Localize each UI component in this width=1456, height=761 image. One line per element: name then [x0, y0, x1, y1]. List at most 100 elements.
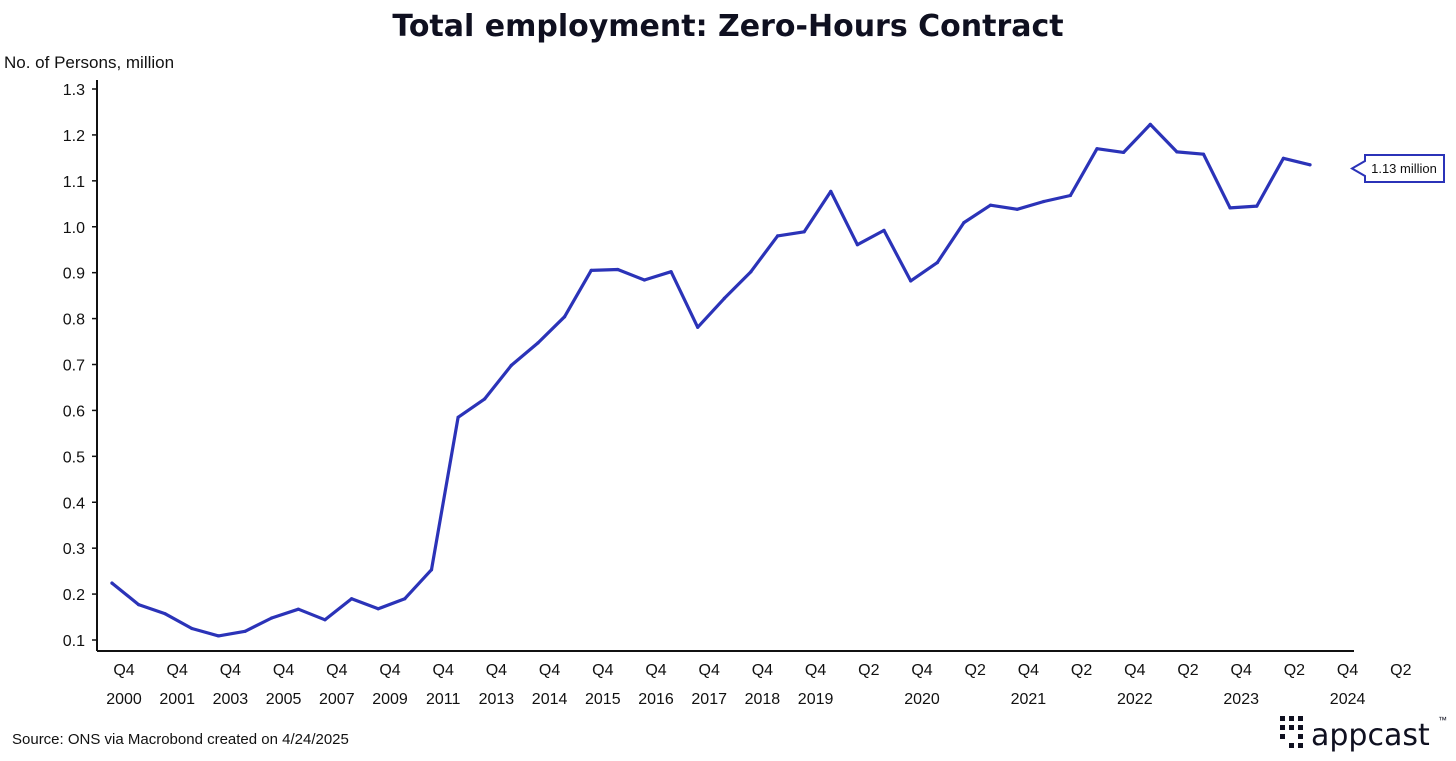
y-axis-ticks: 1.3 1.2 1.1 1.0 0.9 0.8 0.7 0.6 0.5 0.4 0.3 0.2 0.1 — [63, 82, 97, 650]
data-point — [456, 415, 460, 419]
x-tick-quarter: Q4 — [539, 662, 560, 679]
data-point — [536, 341, 540, 345]
data-points — [110, 122, 1312, 638]
data-point — [909, 279, 913, 283]
x-tick-quarter: Q4 — [592, 662, 613, 679]
x-tick-quarter: Q4 — [1124, 662, 1145, 679]
callout-label: 1.13 million — [1371, 161, 1437, 176]
y-tick-label: 0.6 — [63, 403, 85, 420]
data-point — [243, 629, 247, 633]
data-point — [1095, 147, 1099, 151]
x-tick-year: 2009 — [372, 691, 408, 708]
data-point — [1281, 156, 1285, 160]
data-point — [1068, 193, 1072, 198]
logo-mark-icon — [1280, 716, 1303, 748]
data-point — [190, 626, 194, 631]
x-tick-quarter: Q2 — [858, 662, 879, 679]
data-point — [270, 616, 274, 620]
data-point — [988, 203, 993, 207]
x-tick-quarter: Q4 — [752, 662, 773, 679]
logo-trademark: ™ — [1438, 715, 1447, 725]
y-tick-label: 0.1 — [63, 633, 85, 650]
data-point — [935, 261, 939, 265]
data-point — [350, 597, 354, 601]
x-tick-quarter: Q4 — [1018, 662, 1039, 679]
x-tick-year: 2024 — [1330, 691, 1366, 708]
data-point — [1122, 150, 1126, 154]
data-point — [1148, 122, 1152, 126]
data-point — [802, 230, 806, 234]
data-point — [429, 568, 434, 572]
x-tick-year: 2016 — [638, 691, 674, 708]
data-point — [163, 612, 167, 616]
y-tick-label: 1.2 — [63, 128, 85, 145]
x-tick-year: 2015 — [585, 691, 621, 708]
x-tick-quarter: Q4 — [699, 662, 720, 679]
y-tick-label: 0.7 — [63, 358, 85, 375]
x-tick-year: 2007 — [319, 691, 355, 708]
data-point — [1042, 199, 1046, 204]
appcast-logo: appcast ™ — [1280, 715, 1447, 753]
data-point — [509, 363, 513, 367]
x-tick-quarter: Q4 — [326, 662, 347, 679]
x-tick-year: 2000 — [106, 691, 142, 708]
x-tick-quarter: Q4 — [113, 662, 134, 679]
data-point — [642, 278, 647, 282]
x-tick-quarter: Q4 — [167, 662, 188, 679]
y-tick-label: 0.9 — [63, 266, 85, 283]
data-point — [1255, 204, 1259, 208]
x-tick-year: 2022 — [1117, 691, 1153, 708]
data-point — [1175, 150, 1179, 154]
x-tick-quarter: Q2 — [1071, 662, 1092, 679]
data-point — [696, 325, 700, 329]
x-tick-year: 2013 — [479, 691, 515, 708]
x-tick-year: 2018 — [745, 691, 781, 708]
data-point — [216, 634, 221, 638]
data-point — [483, 397, 487, 401]
x-tick-quarter: Q4 — [911, 662, 932, 679]
data-point — [110, 581, 114, 585]
y-tick-label: 0.3 — [63, 541, 85, 558]
x-tick-year: 2011 — [426, 691, 461, 708]
x-tick-quarter: Q4 — [433, 662, 454, 679]
chart-title: Total employment: Zero-Hours Contract — [392, 9, 1063, 44]
x-tick-quarter: Q2 — [965, 662, 986, 679]
series-line — [110, 122, 1312, 638]
y-tick-label: 0.8 — [63, 312, 85, 329]
logo-text: appcast — [1311, 718, 1430, 753]
data-point — [776, 234, 780, 238]
x-tick-quarter: Q4 — [220, 662, 241, 679]
data-point — [403, 597, 407, 601]
x-tick-year: 2003 — [213, 691, 249, 708]
data-point — [669, 270, 673, 274]
x-tick-year: 2023 — [1223, 691, 1259, 708]
data-point — [589, 268, 593, 272]
data-point — [376, 607, 380, 611]
x-axis-ticks: Q4 2000 Q4 2001 Q4 2003 Q4 2005 Q4 2007 Q4 2009 Q4 20… — [106, 662, 1411, 708]
x-tick-quarter: Q4 — [1231, 662, 1252, 679]
y-axis-label: No. of Persons, million — [4, 53, 174, 72]
y-tick-label: 1.0 — [63, 220, 85, 237]
x-tick-year: 2021 — [1011, 691, 1047, 708]
x-tick-quarter: Q4 — [805, 662, 826, 679]
x-tick-quarter: Q2 — [1390, 662, 1411, 679]
x-tick-year: 2019 — [798, 691, 834, 708]
data-point — [882, 228, 886, 232]
source-note: Source: ONS via Macrobond created on 4/2… — [12, 731, 349, 748]
x-tick-quarter: Q4 — [273, 662, 294, 679]
y-tick-label: 0.4 — [63, 495, 85, 512]
data-point — [1308, 163, 1312, 167]
x-tick-quarter: Q4 — [379, 662, 400, 679]
x-tick-year: 2005 — [266, 691, 302, 708]
x-tick-quarter: Q4 — [486, 662, 507, 679]
y-tick-label: 1.1 — [63, 174, 85, 191]
data-point — [1015, 207, 1019, 211]
x-tick-quarter: Q4 — [645, 662, 666, 679]
value-callout: 1.13 million — [1349, 154, 1445, 183]
data-point — [855, 243, 860, 247]
x-tick-year: 2017 — [691, 691, 727, 708]
data-point — [137, 603, 141, 607]
data-point — [722, 296, 726, 300]
data-point — [1228, 206, 1232, 210]
